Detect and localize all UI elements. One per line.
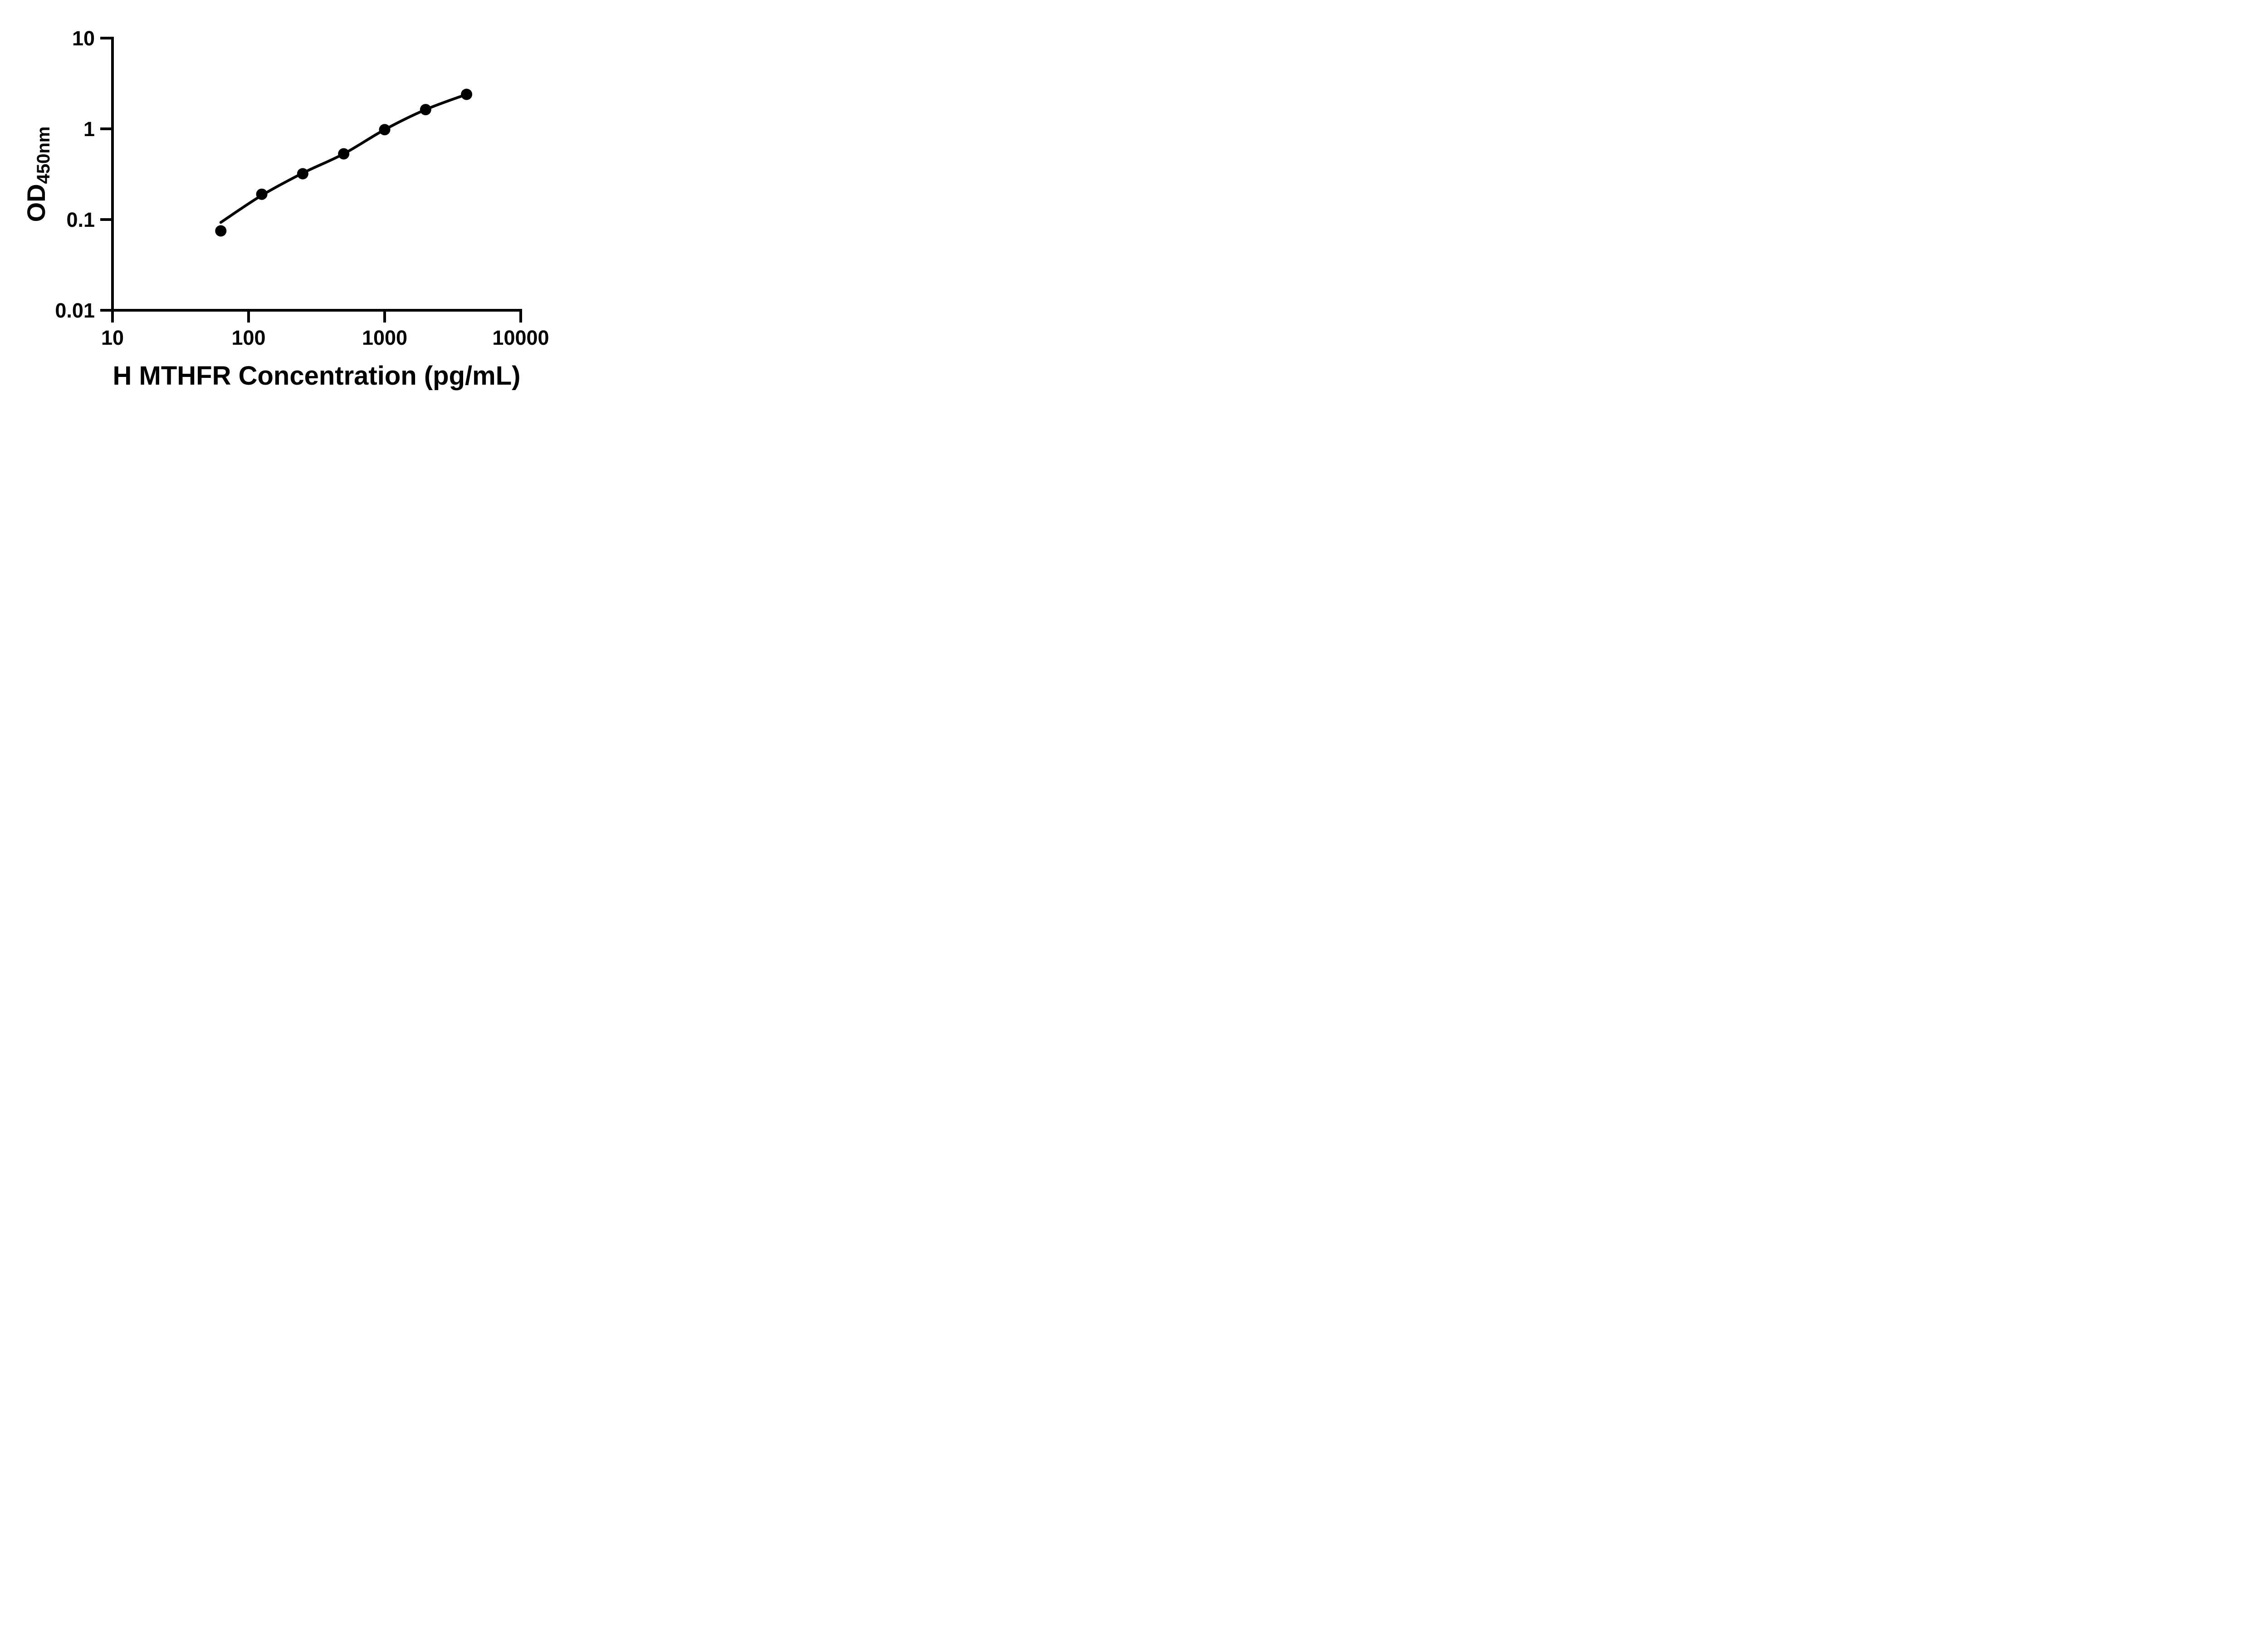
data-point [420,104,431,116]
x-tick-label: 100 [231,326,265,349]
data-point [461,88,473,100]
data-points [215,88,473,237]
y-tick-label: 0.1 [66,208,95,231]
x-tick-label: 10000 [492,326,549,349]
x-axis-ticks: 10 100 1000 10000 [101,310,549,349]
x-axis-title: H MTHFR Concentration (pg/mL) [113,361,521,391]
data-point [338,148,350,160]
data-point [215,225,227,237]
data-point [256,188,268,200]
x-tick-label: 10 [101,326,124,349]
standard-curve-chart: 10 1 0.1 0.01 10 100 1000 10000 H MTHFR Concen… [22,27,549,391]
axes: 10 1 0.1 0.01 10 100 1000 10000 [55,27,549,349]
y-tick-label: 10 [72,27,95,50]
y-tick-label: 1 [83,117,95,141]
data-point [379,124,391,136]
y-axis-title-subscript: 450nm [34,127,54,184]
y-axis-title-main: OD [22,184,50,222]
y-tick-label: 0.01 [55,299,95,322]
elisa-standard-curve-figure: 10 1 0.1 0.01 10 100 1000 10000 H MTHFR Concen… [0,0,583,408]
y-axis-title: OD450nm [22,127,54,222]
x-tick-label: 1000 [362,326,407,349]
y-axis-ticks: 10 1 0.1 0.01 [55,27,112,322]
data-point [297,168,308,180]
